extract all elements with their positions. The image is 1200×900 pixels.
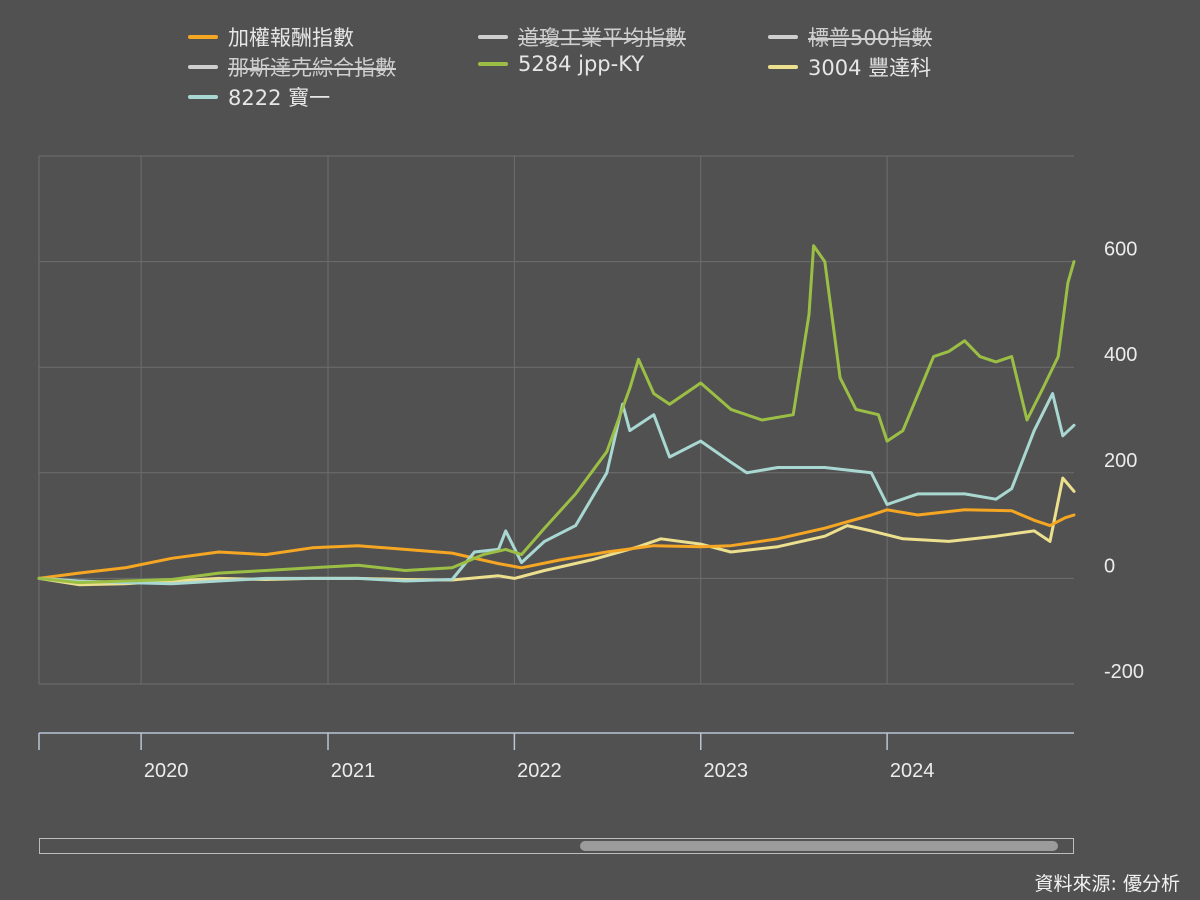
x-tick-label: 2023: [703, 760, 748, 782]
legend-item[interactable]: 8222 寶一: [188, 82, 330, 112]
y-tick-label: 200: [1104, 450, 1137, 472]
x-tick-label: 2024: [890, 760, 935, 782]
legend-label: 標普500指數: [808, 26, 933, 50]
legend-swatch: [768, 35, 798, 39]
legend-swatch: [478, 62, 508, 66]
y-tick-label: 400: [1104, 344, 1137, 366]
series-line: [37, 244, 1076, 585]
legend-swatch: [188, 95, 218, 99]
legend-swatch: [768, 65, 798, 69]
legend-label: 道瓊工業平均指數: [518, 26, 686, 50]
y-tick-label: 600: [1104, 239, 1137, 261]
legend-label: 那斯達克綜合指數: [228, 56, 396, 80]
legend-label: 3004 豐達科: [808, 56, 932, 80]
legend-label: 加權報酬指數: [228, 26, 354, 50]
legend-item[interactable]: 那斯達克綜合指數: [188, 52, 396, 82]
x-tick-label: 2020: [144, 760, 189, 782]
y-tick-label: 0: [1104, 555, 1115, 577]
scrollbar-thumb[interactable]: [580, 841, 1058, 851]
x-tick-label: 2022: [517, 760, 562, 782]
data-source-label: 資料來源: 優分析: [1034, 873, 1180, 895]
range-scrollbar[interactable]: [39, 838, 1074, 854]
legend-item[interactable]: 5284 jpp-KY: [478, 52, 644, 76]
legend-label: 5284 jpp-KY: [518, 52, 645, 76]
series-line: [37, 392, 1076, 586]
legend-item[interactable]: 3004 豐達科: [768, 52, 931, 82]
y-tick-label: -200: [1104, 661, 1144, 683]
legend-item[interactable]: 道瓊工業平均指數: [478, 22, 686, 52]
x-tick-label: 2021: [331, 760, 376, 782]
legend-swatch: [188, 65, 218, 69]
legend-label: 8222 寶一: [228, 86, 331, 110]
series-line: [37, 508, 1076, 580]
chart-legend: 加權報酬指數 道瓊工業平均指數 標普500指數那斯達克綜合指數 5284 jpp-KY…: [0, 0, 1200, 130]
legend-item[interactable]: 標普500指數: [768, 22, 932, 52]
legend-swatch: [478, 35, 508, 39]
legend-item[interactable]: 加權報酬指數: [188, 22, 354, 52]
legend-swatch: [188, 35, 218, 39]
